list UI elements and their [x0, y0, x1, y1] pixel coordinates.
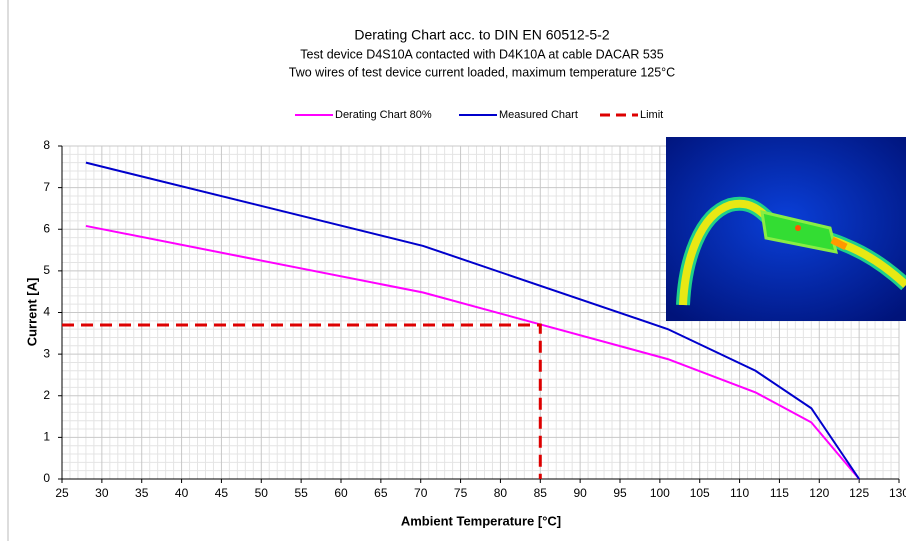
thermal-image	[666, 137, 906, 321]
y-tick-label: 6	[43, 221, 50, 235]
x-tick-label: 65	[374, 486, 388, 500]
series-line	[62, 323, 542, 479]
chart-subtitle: Two wires of test device current loaded,…	[289, 65, 675, 79]
x-tick-label: 120	[809, 486, 829, 500]
x-tick-label: 85	[534, 486, 548, 500]
y-axis-label: Current [A]	[24, 278, 39, 347]
legend-label: Limit	[640, 109, 663, 121]
x-tick-label: 95	[613, 486, 627, 500]
x-tick-label: 60	[334, 486, 348, 500]
x-tick-label: 80	[494, 486, 508, 500]
x-tick-label: 115	[770, 486, 789, 500]
plot	[62, 161, 860, 480]
y-tick-label: 3	[43, 346, 50, 360]
x-axis-label: Ambient Temperature [°C]	[401, 513, 561, 528]
y-tick-label: 7	[43, 180, 50, 194]
y-tick-label: 8	[43, 138, 50, 152]
legend-label: Measured Chart	[499, 109, 578, 121]
x-tick-label: 50	[255, 486, 269, 500]
x-tick-label: 125	[849, 486, 869, 500]
x-tick-label: 70	[414, 486, 428, 500]
x-tick-label: 100	[650, 486, 670, 500]
x-tick-label: 130	[889, 486, 906, 500]
x-tick-label: 90	[573, 486, 587, 500]
series-line	[85, 224, 860, 480]
legend-label: Derating Chart 80%	[335, 109, 432, 121]
chart-title: Derating Chart acc. to DIN EN 60512-5-2	[354, 27, 609, 43]
x-tick-label: 25	[55, 486, 69, 500]
x-tick-label: 45	[215, 486, 229, 500]
chart-subtitle: Test device D4S10A contacted with D4K10A…	[300, 47, 663, 61]
x-tick-label: 35	[135, 486, 149, 500]
x-tick-label: 110	[730, 486, 749, 500]
x-tick-label: 55	[294, 486, 308, 500]
y-tick-label: 5	[43, 263, 50, 277]
y-tick-label: 4	[43, 305, 50, 319]
y-tick-label: 0	[43, 471, 50, 485]
series-line	[85, 161, 860, 480]
x-tick-label: 75	[454, 486, 468, 500]
x-tick-label: 30	[95, 486, 109, 500]
x-tick-label: 105	[690, 486, 710, 500]
legend: Derating Chart 80% Measured Chart Limit	[295, 109, 663, 121]
x-tick-label: 40	[175, 486, 189, 500]
y-tick-label: 1	[43, 430, 50, 444]
y-tick-label: 2	[43, 388, 50, 402]
